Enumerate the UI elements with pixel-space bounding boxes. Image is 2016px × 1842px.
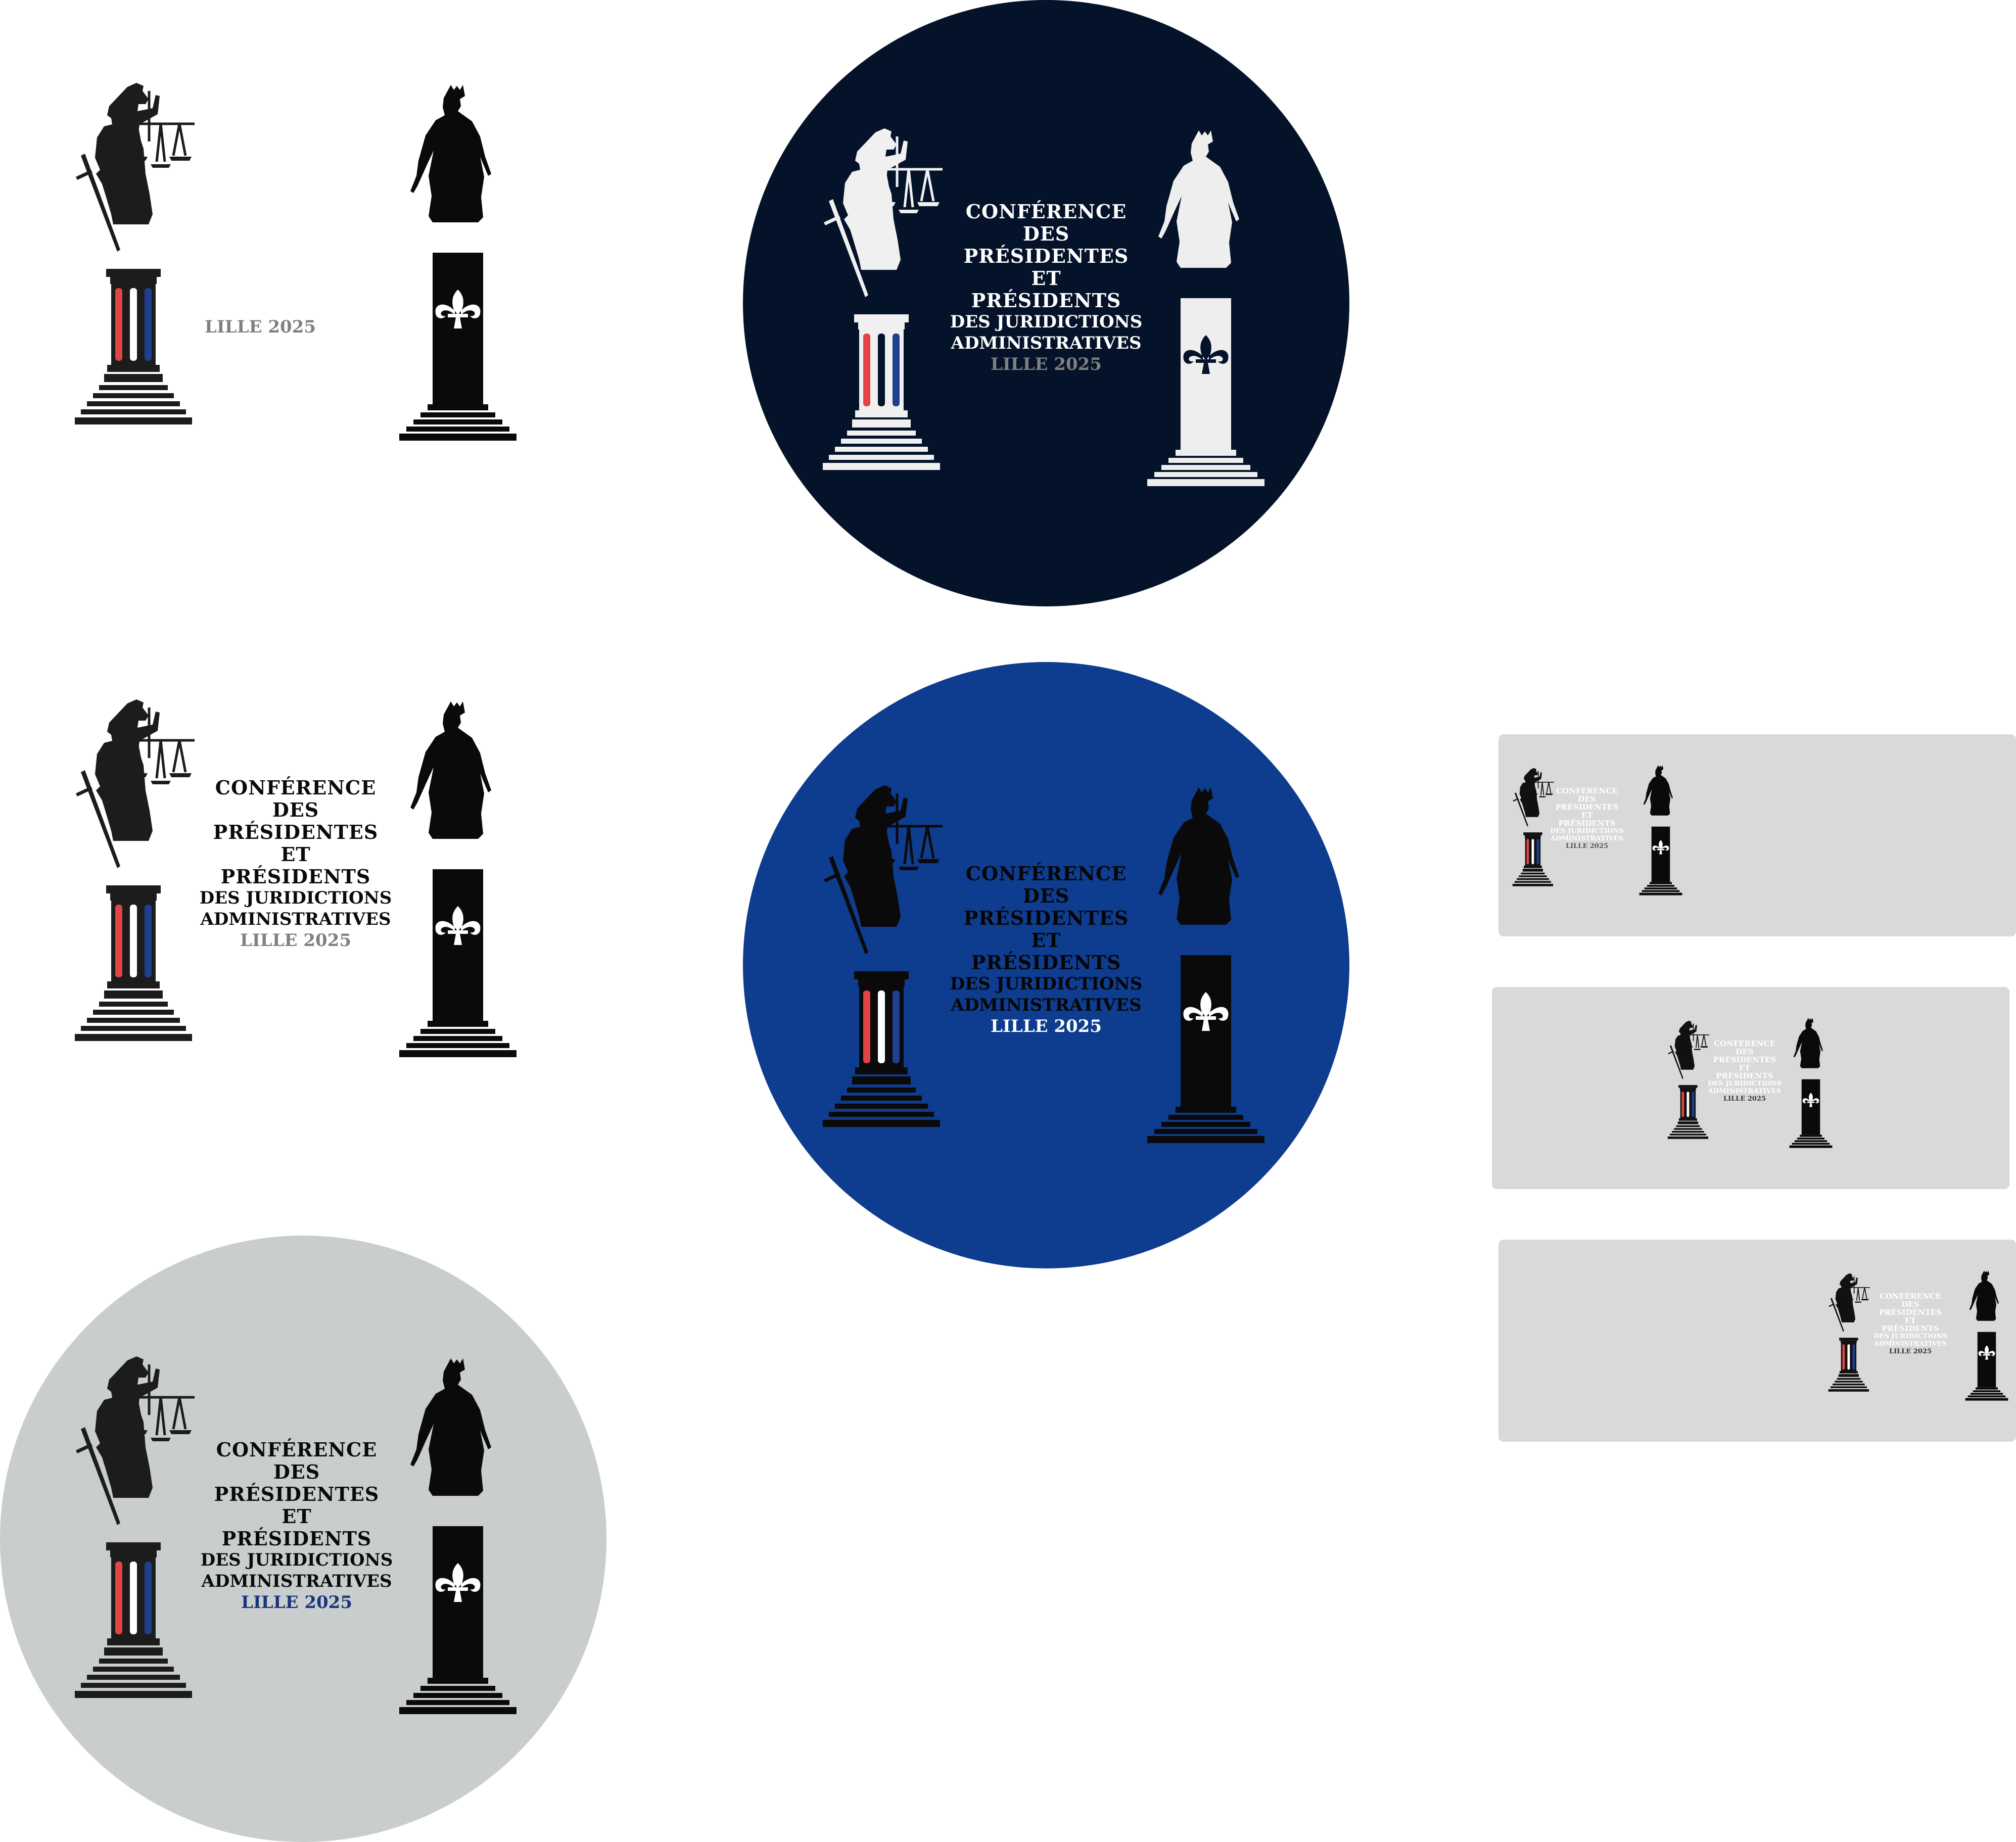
queen-statue-icon [1142, 778, 1274, 1152]
conference-title: CONFÉRENCE DES PRÉSIDENTES ET PRÉSIDENTS… [1550, 786, 1624, 850]
queen-statue-icon [394, 1349, 526, 1723]
logo-variant-blue-circle: CONFÉRENCE DES PRÉSIDENTES ET PRÉSIDENTS… [743, 662, 1349, 1268]
year-label: LILLE 2025 [204, 317, 316, 337]
conference-title: CONFÉRENCE DES PRÉSIDENTES ET PRÉSIDENTS… [950, 862, 1143, 1036]
conference-title: CONFÉRENCE DES PRÉSIDENTES ET PRÉSIDENTS… [200, 1438, 393, 1613]
conference-title: CONFÉRENCE DES PRÉSIDENTES ET PRÉSIDENTS… [950, 200, 1143, 374]
queen-statue-icon [394, 76, 526, 450]
conference-title: CONFÉRENCE DES PRÉSIDENTES ET PRÉSIDENTS… [199, 776, 392, 951]
logo-variant-gray-circle: CONFÉRENCE DES PRÉSIDENTES ET PRÉSIDENTS… [0, 1236, 606, 1842]
logo-variant-gray-card-left: CONFÉRENCE DES PRÉSIDENTES ET PRÉSIDENTS… [1498, 734, 2016, 936]
justice-statue-icon [71, 81, 202, 445]
queen-statue-icon [394, 692, 526, 1066]
justice-statue-icon [1827, 1272, 1872, 1399]
queen-statue-icon [1142, 121, 1274, 495]
justice-statue-icon [1666, 1020, 1712, 1146]
logo-variant-navy-circle: CONFÉRENCE DES PRÉSIDENTES ET PRÉSIDENTS… [743, 0, 1349, 606]
justice-statue-icon [71, 1354, 202, 1718]
conference-title: CONFÉRENCE DES PRÉSIDENTES ET PRÉSIDENTS… [1873, 1292, 1947, 1355]
conference-title: CONFÉRENCE DES PRÉSIDENTES ET PRÉSIDENTS… [1708, 1039, 1781, 1103]
logo-variant-white-short: LILLE 2025 [61, 76, 546, 455]
justice-statue-icon [71, 697, 202, 1061]
queen-statue-icon [1637, 762, 1685, 899]
justice-statue-icon [819, 783, 950, 1147]
queen-statue-icon [1963, 1267, 2011, 1404]
logo-variant-gray-card-right: CONFÉRENCE DES PRÉSIDENTES ET PRÉSIDENTS… [1498, 1240, 2016, 1442]
justice-statue-icon [819, 126, 950, 490]
logo-variant-gray-card-center: CONFÉRENCE DES PRÉSIDENTES ET PRÉSIDENTS… [1492, 987, 2009, 1189]
logo-variant-white-full: CONFÉRENCE DES PRÉSIDENTES ET PRÉSIDENTS… [61, 692, 546, 1076]
queen-statue-icon [1788, 1015, 1836, 1151]
